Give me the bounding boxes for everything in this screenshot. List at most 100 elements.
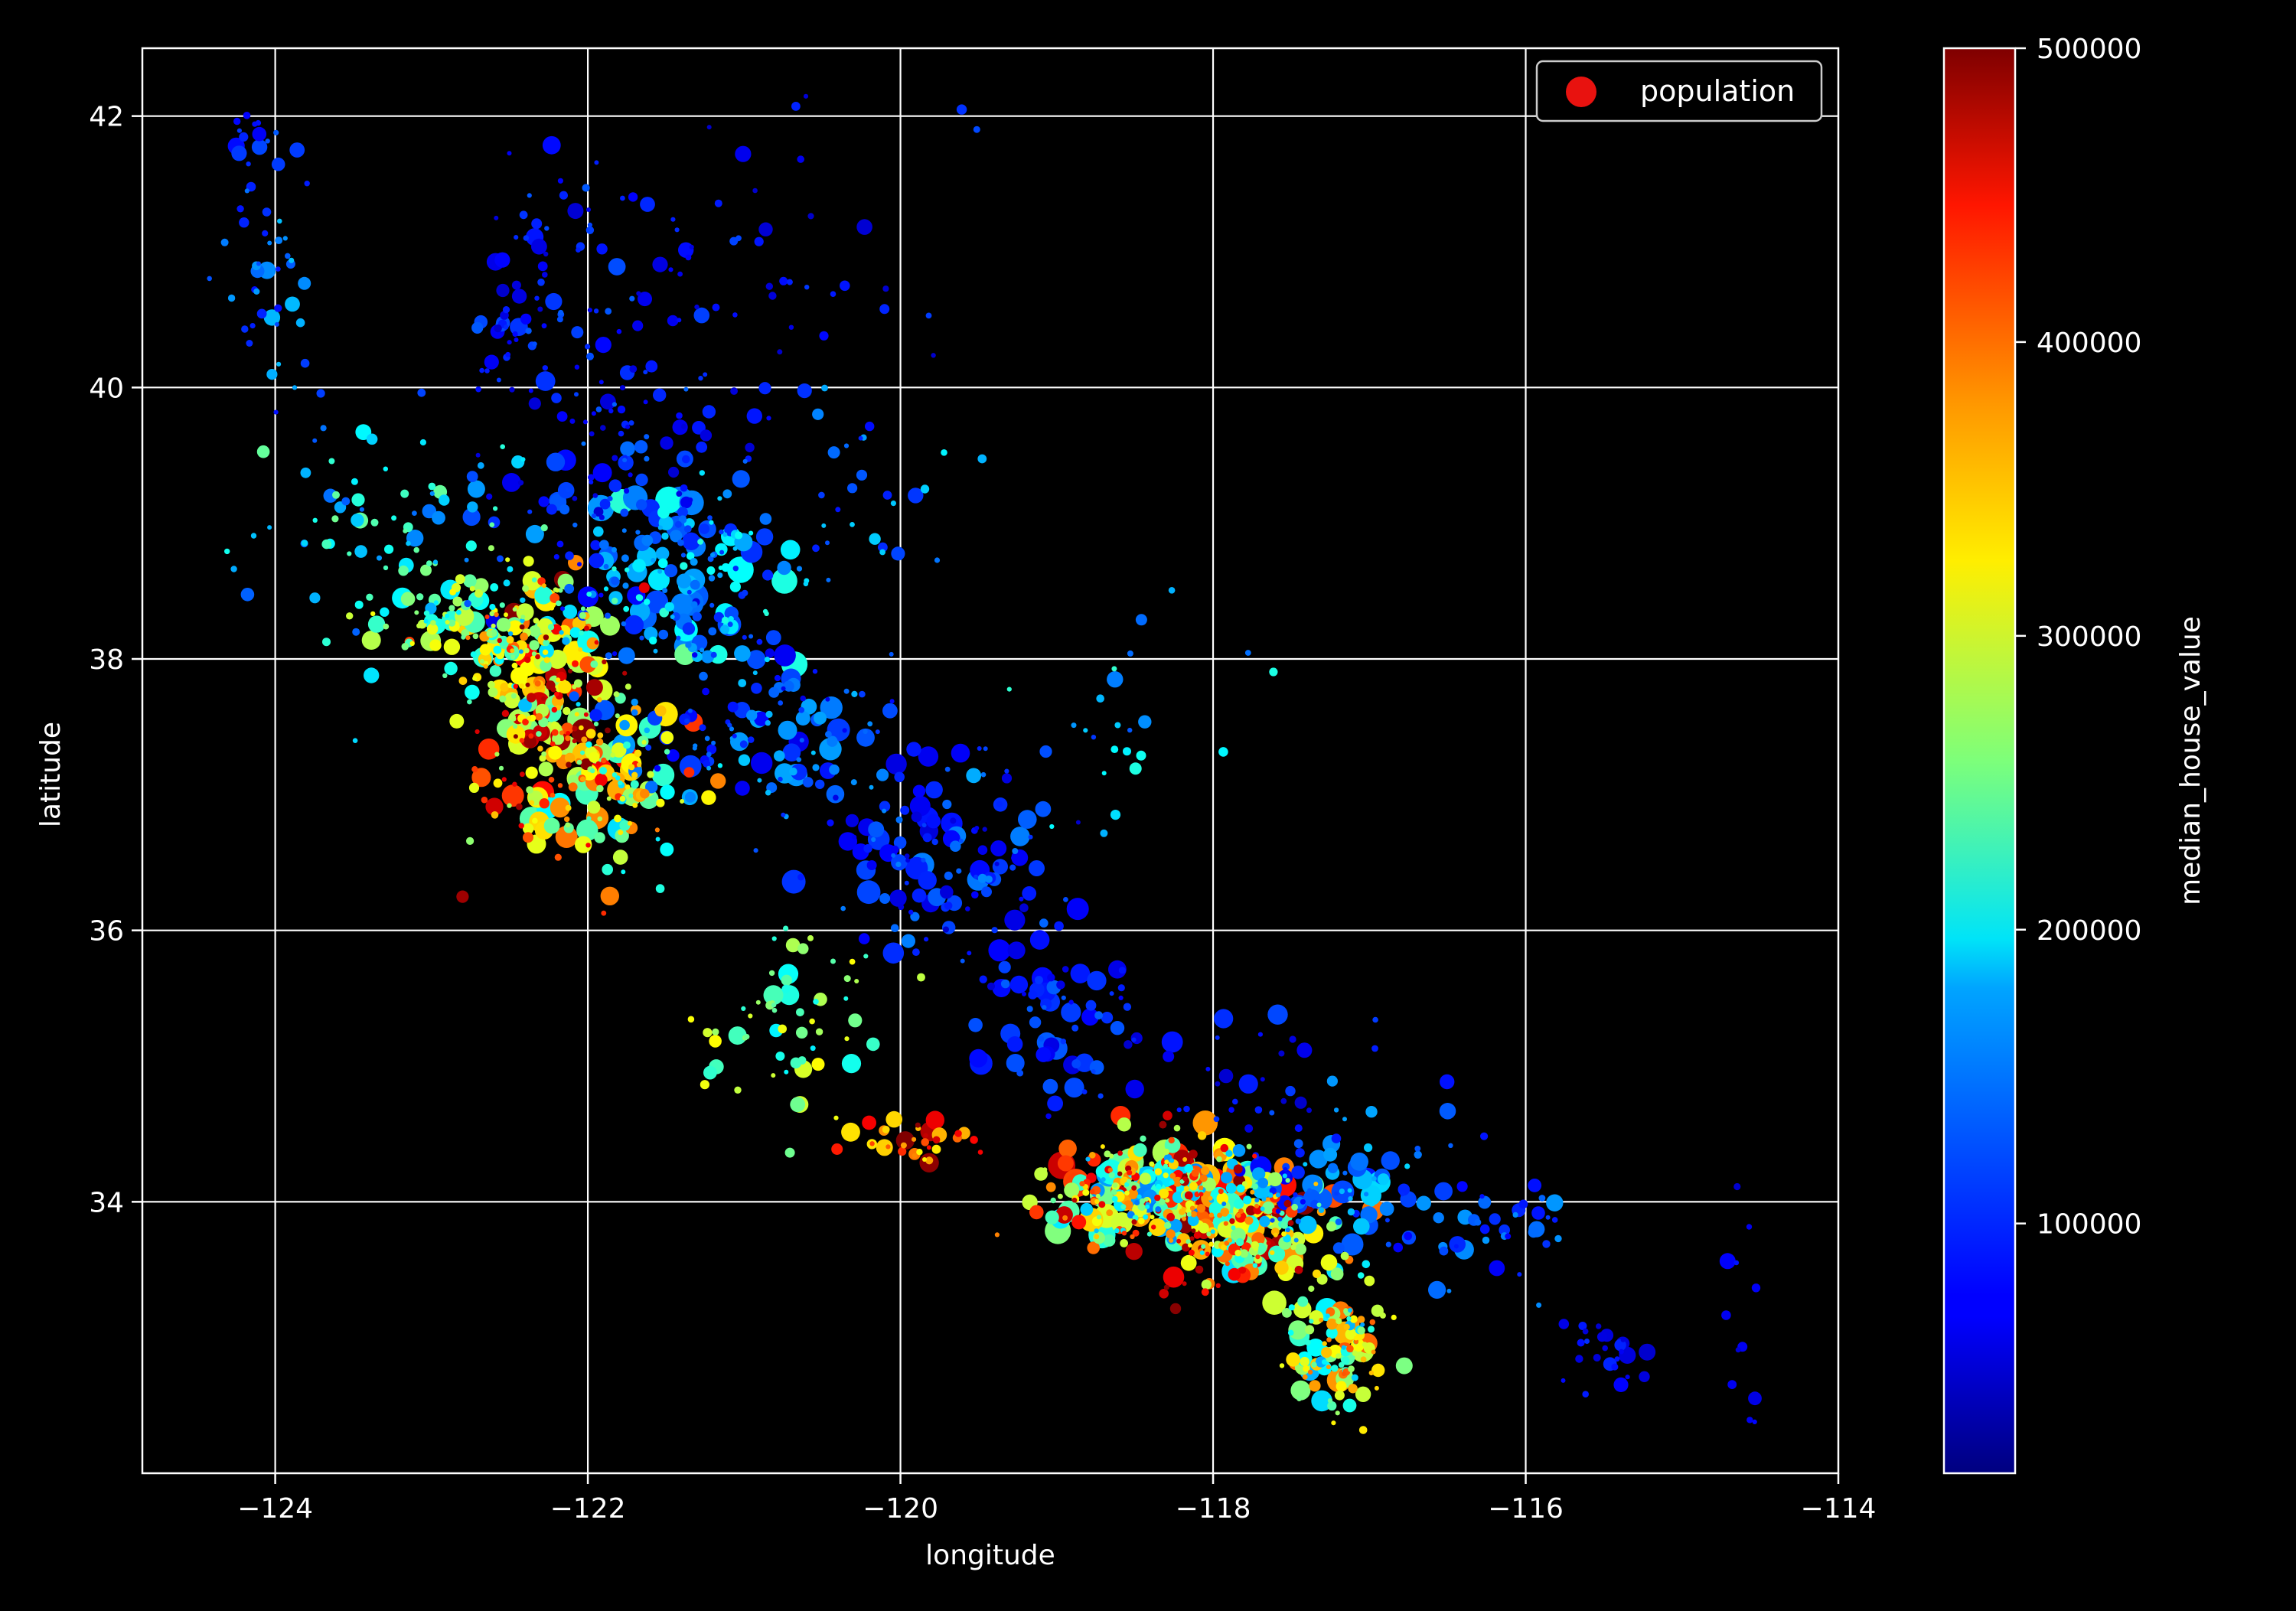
data-point: [500, 683, 510, 692]
data-point: [416, 593, 424, 601]
data-point: [825, 731, 832, 738]
data-point: [320, 425, 327, 432]
data-point: [466, 836, 475, 845]
data-point: [312, 517, 318, 523]
data-point: [1349, 1315, 1358, 1323]
data-point: [249, 323, 256, 329]
data-point: [622, 670, 628, 676]
data-point: [840, 905, 846, 911]
data-point: [1101, 1177, 1106, 1182]
data-point: [1306, 1107, 1312, 1114]
data-point: [636, 291, 641, 296]
data-point: [567, 484, 572, 490]
data-point: [1353, 1218, 1370, 1235]
data-point: [523, 823, 534, 835]
data-point: [1215, 1283, 1221, 1289]
data-point: [484, 354, 499, 370]
data-point: [351, 478, 358, 485]
data-point: [774, 674, 781, 682]
data-point: [1330, 1267, 1344, 1281]
data-point: [251, 139, 268, 155]
data-point: [821, 523, 827, 528]
data-point: [1000, 979, 1010, 989]
data-point: [1097, 1093, 1104, 1099]
data-point: [1619, 1348, 1624, 1355]
data-point: [605, 308, 612, 315]
data-point: [1091, 1069, 1096, 1074]
data-point: [709, 520, 714, 525]
y-axis-label: latitude: [35, 722, 67, 827]
data-point: [674, 227, 680, 233]
data-point: [1087, 1241, 1100, 1254]
data-point: [638, 582, 650, 593]
data-point: [709, 1035, 722, 1048]
data-point: [732, 566, 739, 572]
data-point: [622, 458, 628, 463]
data-point: [391, 515, 397, 521]
data-point: [585, 843, 591, 848]
data-point: [677, 573, 692, 589]
data-point: [1089, 1189, 1095, 1195]
data-point: [825, 540, 830, 546]
data-point: [589, 752, 600, 763]
data-point: [1251, 1183, 1258, 1190]
data-point: [1369, 1319, 1376, 1326]
data-point: [804, 285, 810, 290]
data-point: [697, 539, 703, 545]
data-point: [587, 801, 601, 814]
data-point: [698, 376, 703, 381]
data-point: [1139, 1172, 1152, 1185]
data-point: [568, 668, 572, 673]
data-point: [1371, 1363, 1385, 1378]
data-point: [417, 388, 426, 397]
data-point: [525, 682, 530, 687]
data-point: [591, 411, 596, 416]
data-point: [977, 1150, 983, 1155]
data-point: [1336, 1381, 1347, 1392]
data-point: [970, 1136, 978, 1144]
data-point: [1341, 1233, 1364, 1256]
data-point: [536, 618, 553, 634]
data-point: [471, 766, 478, 773]
data-point: [240, 588, 255, 602]
data-point: [754, 236, 764, 246]
data-point: [1136, 750, 1146, 761]
data-point: [660, 436, 673, 450]
data-point: [619, 719, 630, 731]
data-point: [706, 125, 712, 130]
data-point: [1346, 1345, 1354, 1353]
data-point: [595, 761, 601, 766]
data-point: [1134, 1199, 1140, 1206]
data-point: [1321, 1359, 1327, 1365]
data-point: [590, 660, 598, 668]
data-point: [1045, 1182, 1056, 1192]
data-point: [1285, 1178, 1290, 1183]
data-point: [564, 752, 576, 763]
data-point: [781, 974, 792, 986]
data-point: [539, 755, 546, 762]
data-point: [630, 780, 639, 789]
data-point: [500, 444, 505, 449]
data-point: [1082, 1189, 1090, 1196]
data-point: [1238, 1208, 1244, 1215]
data-point: [863, 844, 872, 853]
data-point: [916, 1149, 923, 1156]
data-point: [1166, 1229, 1176, 1239]
data-point: [233, 117, 241, 126]
data-point: [727, 556, 754, 583]
data-point: [546, 504, 557, 515]
data-point: [309, 592, 321, 604]
data-point: [501, 777, 507, 782]
data-point: [868, 821, 885, 838]
data-point: [960, 958, 965, 964]
data-point: [564, 816, 570, 823]
data-point: [1169, 1303, 1182, 1315]
data-point: [439, 494, 450, 506]
colorbar-label: median_house_value: [2175, 616, 2206, 905]
data-point: [449, 589, 456, 595]
data-point: [687, 708, 693, 713]
data-point: [239, 217, 249, 228]
data-point: [1327, 1163, 1339, 1174]
data-point: [729, 581, 742, 592]
data-point: [618, 455, 634, 471]
